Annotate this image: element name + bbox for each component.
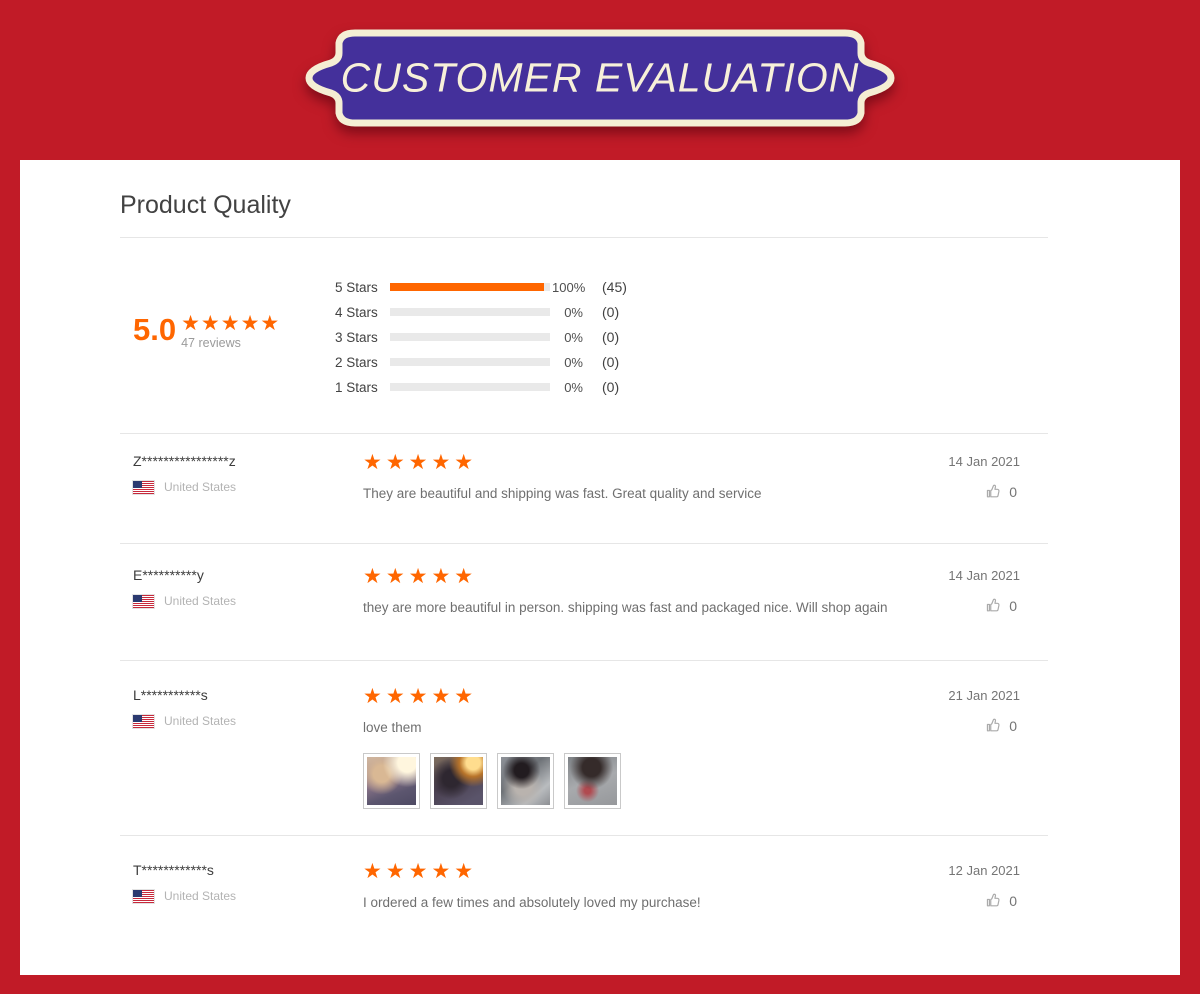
review-text: love them — [363, 720, 422, 735]
review-text: I ordered a few times and absolutely lov… — [363, 895, 701, 910]
review-stars-icon: ★★★★★ — [363, 860, 478, 883]
review-stars-icon: ★★★★★ — [363, 565, 478, 588]
bar-fill — [390, 283, 544, 291]
like-count: 0 — [1009, 484, 1017, 500]
us-flag-icon — [133, 714, 154, 728]
review-photo-thumbnail[interactable] — [363, 753, 420, 809]
bar-count: (0) — [602, 379, 620, 395]
review-date: 14 Jan 2021 — [948, 568, 1020, 583]
bar-count: (45) — [602, 279, 627, 295]
review-username: T************s — [133, 862, 214, 878]
review-stars-icon: ★★★★★ — [363, 451, 478, 474]
bar-percent: 0% — [564, 354, 583, 370]
review-photo-thumbnail[interactable] — [564, 753, 621, 809]
bar-label: 2 Stars — [335, 354, 378, 370]
review-stars-icon: ★★★★★ — [363, 685, 478, 708]
bar-track — [390, 358, 550, 366]
banner-title: CUSTOMER EVALUATION — [340, 54, 860, 101]
review-date: 12 Jan 2021 — [948, 863, 1020, 878]
like-count: 0 — [1009, 893, 1017, 909]
divider — [120, 660, 1048, 661]
divider — [120, 543, 1048, 544]
us-flag-icon — [133, 480, 154, 494]
review-country: United States — [164, 889, 237, 903]
reviews-count: 47 reviews — [181, 336, 241, 350]
reviews-card: Product Quality 5.0 ★★★★★ 47 reviews 5 S… — [20, 160, 1180, 975]
bar-percent: 0% — [564, 379, 583, 395]
rating-bar-row-2: 2 Stars 0% (0) — [335, 353, 619, 371]
section-title: Product Quality — [120, 191, 291, 219]
review-date: 21 Jan 2021 — [948, 688, 1020, 703]
customer-evaluation-banner: CUSTOMER EVALUATION — [0, 24, 1200, 136]
bar-label: 5 Stars — [335, 279, 378, 295]
review-text: they are more beautiful in person. shipp… — [363, 600, 888, 615]
us-flag-icon — [133, 889, 154, 903]
bar-count: (0) — [602, 354, 620, 370]
bar-count: (0) — [602, 329, 620, 345]
bar-track — [390, 308, 550, 316]
like-count: 0 — [1009, 598, 1017, 614]
bar-label: 4 Stars — [335, 304, 378, 320]
rating-bar-row-5: 5 Stars 100% (45) — [335, 278, 627, 296]
rating-bar-row-4: 4 Stars 0% (0) — [335, 303, 619, 321]
bar-count: (0) — [602, 304, 620, 320]
like-button[interactable]: 0 — [984, 597, 1017, 615]
review-photos — [363, 753, 621, 809]
review-username: Z****************z — [133, 453, 236, 469]
thumb-up-icon — [987, 598, 1000, 612]
bar-track — [390, 283, 550, 291]
bar-track — [390, 333, 550, 341]
review-country: United States — [164, 594, 237, 608]
bar-track — [390, 383, 550, 391]
rating-bar-row-3: 3 Stars 0% (0) — [335, 328, 619, 346]
review-username: E**********y — [133, 567, 204, 583]
rating-bar-row-1: 1 Stars 0% (0) — [335, 378, 619, 396]
us-flag-icon — [133, 594, 154, 608]
average-stars-icon: ★★★★★ — [181, 312, 281, 335]
review-photo-thumbnail[interactable] — [497, 753, 554, 809]
like-button[interactable]: 0 — [984, 892, 1017, 910]
divider — [120, 835, 1048, 836]
rating-summary: 5.0 ★★★★★ 47 reviews — [133, 312, 281, 351]
review-username: L***********s — [133, 687, 208, 703]
divider — [120, 237, 1048, 238]
plaque-shape — [305, 29, 895, 127]
review-country: United States — [164, 480, 237, 494]
thumb-up-icon — [987, 484, 1000, 498]
thumb-up-icon — [987, 718, 1000, 732]
bar-percent: 0% — [564, 329, 583, 345]
average-score: 5.0 — [133, 312, 177, 347]
review-photo-thumbnail[interactable] — [430, 753, 487, 809]
review-country: United States — [164, 714, 237, 728]
thumb-up-icon — [987, 893, 1000, 907]
bar-label: 1 Stars — [335, 379, 378, 395]
like-count: 0 — [1009, 718, 1017, 734]
bar-percent: 0% — [564, 304, 583, 320]
bar-label: 3 Stars — [335, 329, 378, 345]
bar-percent: 100% — [552, 279, 586, 295]
like-button[interactable]: 0 — [984, 483, 1017, 501]
divider — [120, 433, 1048, 434]
like-button[interactable]: 0 — [984, 717, 1017, 735]
review-text: They are beautiful and shipping was fast… — [363, 486, 762, 501]
review-date: 14 Jan 2021 — [948, 454, 1020, 469]
